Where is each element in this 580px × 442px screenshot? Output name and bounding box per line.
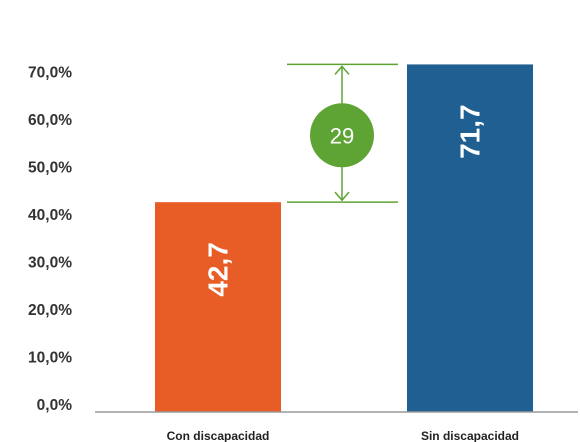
bar-value-label: 42,7 bbox=[203, 242, 234, 296]
y-tick-label: 20,0% bbox=[28, 302, 72, 319]
y-tick-label: 50,0% bbox=[28, 160, 72, 177]
x-axis: Con discapacidad Sin discapacidad bbox=[167, 429, 519, 442]
difference-annotation: 29 bbox=[287, 63, 398, 203]
difference-value: 29 bbox=[330, 123, 354, 148]
y-tick-label: 10,0% bbox=[28, 350, 72, 367]
x-category-label: Sin discapacidad bbox=[421, 429, 519, 442]
bar bbox=[407, 64, 533, 413]
y-tick-label: 30,0% bbox=[28, 255, 72, 272]
arrow-down-icon bbox=[334, 191, 350, 202]
y-tick-label: 40,0% bbox=[28, 207, 72, 224]
y-tick-label: 0,0% bbox=[37, 397, 73, 414]
x-category-label: Con discapacidad bbox=[167, 429, 270, 442]
arrow-up-icon bbox=[334, 65, 350, 75]
bar-value-label: 71,7 bbox=[455, 104, 486, 159]
difference-circle bbox=[310, 103, 374, 168]
y-tick-label: 60,0% bbox=[28, 112, 72, 129]
y-axis: 0,0% 10,0% 20,0% 30,0% 40,0% 50,0% 60,0% 70,0% bbox=[28, 65, 72, 415]
bars: 42,7 71,7 bbox=[155, 64, 533, 413]
y-tick-label: 70,0% bbox=[28, 65, 72, 82]
bar bbox=[155, 202, 281, 412]
